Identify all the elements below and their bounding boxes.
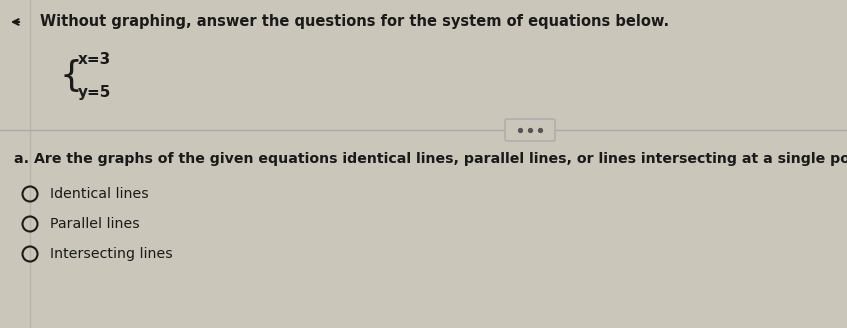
Text: Identical lines: Identical lines — [50, 187, 149, 201]
Text: {: { — [60, 59, 83, 93]
Text: x=3: x=3 — [78, 52, 111, 68]
Text: a. Are the graphs of the given equations identical lines, parallel lines, or lin: a. Are the graphs of the given equations… — [14, 152, 847, 166]
Text: Without graphing, answer the questions for the system of equations below.: Without graphing, answer the questions f… — [40, 14, 669, 29]
Text: y=5: y=5 — [78, 85, 111, 99]
FancyBboxPatch shape — [505, 119, 555, 141]
Text: Parallel lines: Parallel lines — [50, 217, 140, 231]
Text: Intersecting lines: Intersecting lines — [50, 247, 173, 261]
